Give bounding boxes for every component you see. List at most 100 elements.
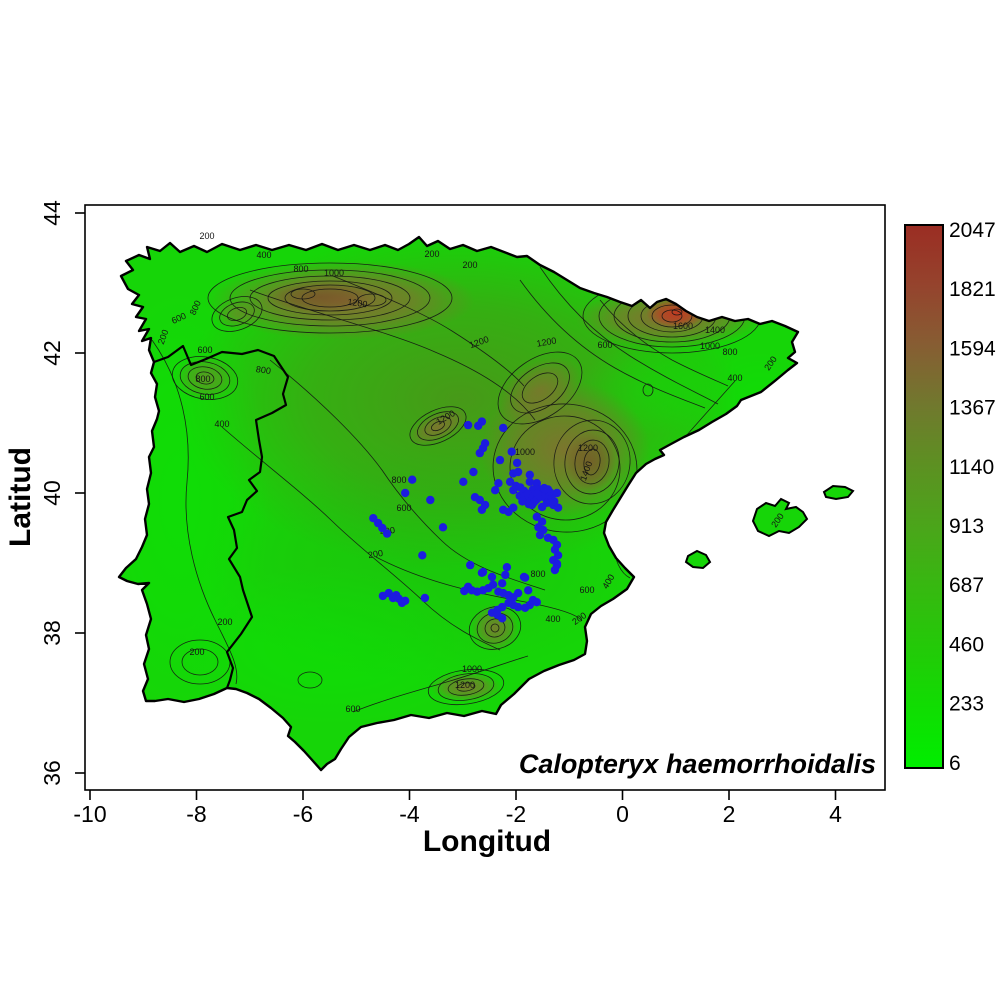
contour-ring — [187, 366, 223, 390]
contour-label: 600 — [396, 503, 411, 513]
occurrence-point — [509, 469, 518, 478]
x-tick-label: -8 — [186, 801, 206, 827]
elevation-tint — [498, 356, 582, 424]
menorca-fill — [824, 486, 853, 499]
x-tick-label: -6 — [293, 801, 313, 827]
contour-ring — [497, 351, 583, 425]
elevation-tint — [705, 352, 815, 448]
contour-label: 200 — [189, 647, 204, 657]
contour-ring — [211, 296, 263, 332]
y-tick-label: 42 — [39, 340, 65, 366]
contour-ring — [424, 416, 452, 436]
ibiza-fill — [686, 551, 710, 568]
colorbar-tick-label: 687 — [949, 574, 984, 597]
ibiza-outline — [684, 549, 712, 570]
contour-label: 1000 — [515, 447, 535, 457]
elevation-tint — [408, 408, 468, 446]
occurrence-point — [401, 488, 410, 498]
occurrence-point — [438, 523, 448, 532]
contour-ring — [651, 304, 693, 328]
elevation-tint — [213, 300, 261, 330]
contour-line — [249, 289, 536, 421]
contour-label: 800 — [722, 347, 737, 357]
contour-ring — [207, 262, 453, 334]
x-tick-label: -2 — [506, 801, 526, 827]
mallorca-outline — [751, 497, 809, 538]
contour-ring — [661, 309, 683, 323]
contour-label: 600 — [597, 340, 612, 350]
x-axis-title: Longitud — [423, 825, 551, 858]
contour-line — [332, 275, 525, 387]
contour-label: 1000 — [462, 664, 482, 674]
contour-ring — [509, 415, 621, 521]
contour-label: 1000 — [700, 341, 720, 351]
contour-label: 200 — [199, 231, 214, 241]
contour-ring — [553, 419, 631, 505]
occurrence-point — [469, 467, 478, 477]
contour-label: 800 — [530, 569, 545, 579]
occurrence-points — [369, 417, 563, 623]
occurrence-point — [498, 579, 507, 588]
occurrence-point — [535, 530, 545, 540]
contour-ring — [642, 383, 654, 397]
occurrence-point — [520, 573, 530, 582]
elevation-tint — [430, 672, 502, 702]
occurrence-point — [550, 565, 560, 575]
x-tick-label: -4 — [399, 801, 420, 827]
contour-label: 400 — [256, 250, 271, 260]
contour-ring — [195, 371, 215, 385]
occurrence-point — [525, 477, 534, 486]
occurrence-point — [504, 598, 513, 608]
y-tick-label: 38 — [39, 620, 65, 646]
occurrence-point — [527, 500, 537, 510]
contour-ring — [564, 429, 620, 495]
occurrence-point — [518, 497, 527, 506]
y-tick-label: 44 — [39, 200, 65, 226]
occurrence-point — [553, 503, 563, 512]
colorbar-tick-label: 233 — [949, 693, 984, 716]
contour-line — [352, 655, 529, 713]
occurrence-point — [546, 498, 555, 507]
contour-ring — [409, 406, 467, 446]
elevation-tint — [180, 565, 480, 725]
occurrence-point — [382, 529, 392, 538]
contour-label: 800 — [293, 264, 308, 274]
colorbar-tick-label: 1367 — [949, 397, 996, 420]
occurrence-point — [532, 479, 541, 488]
contour-ring — [290, 288, 316, 300]
contour-ring — [427, 668, 505, 706]
contour-label: 600 — [345, 704, 360, 714]
contour-ring — [521, 372, 559, 404]
menorca-outline — [822, 484, 855, 501]
coastline — [117, 235, 800, 772]
contour-ring — [417, 411, 459, 441]
occurrence-point — [512, 458, 522, 468]
contour-ring — [490, 623, 500, 633]
contour-label: 1600 — [673, 321, 693, 331]
contour-label: 1200 — [347, 297, 368, 310]
occurrence-point — [532, 512, 541, 521]
contour-label: 400 — [545, 614, 560, 624]
elevation-tint — [564, 432, 616, 492]
contour-label: 1000 — [324, 268, 344, 278]
colorbar-tick-label: 1140 — [949, 456, 994, 479]
occurrence-point — [418, 551, 427, 560]
axes: -10 -8 -6 -4 -2 0 2 4 36 38 40 42 44 — [39, 200, 842, 827]
occurrence-point — [525, 470, 534, 479]
x-tick-label: 2 — [723, 801, 736, 827]
contour-label: 400 — [727, 373, 742, 383]
contour-ring — [574, 439, 610, 485]
contour-line — [221, 426, 501, 651]
elevation-colorbar: 2047 1821 1594 1367 1140 913 687 460 233 6 — [904, 219, 996, 775]
contour-ring — [456, 682, 476, 692]
contour-line — [519, 279, 706, 409]
contour-label: 1200 — [536, 335, 557, 348]
occurrence-point — [420, 593, 430, 603]
contour-ring — [226, 307, 248, 321]
contour-label: 800 — [255, 364, 271, 376]
occurrence-point — [460, 586, 469, 596]
occurrence-point — [505, 477, 515, 486]
colorbar-tick-label: 460 — [949, 633, 984, 656]
occurrence-point — [459, 477, 468, 486]
